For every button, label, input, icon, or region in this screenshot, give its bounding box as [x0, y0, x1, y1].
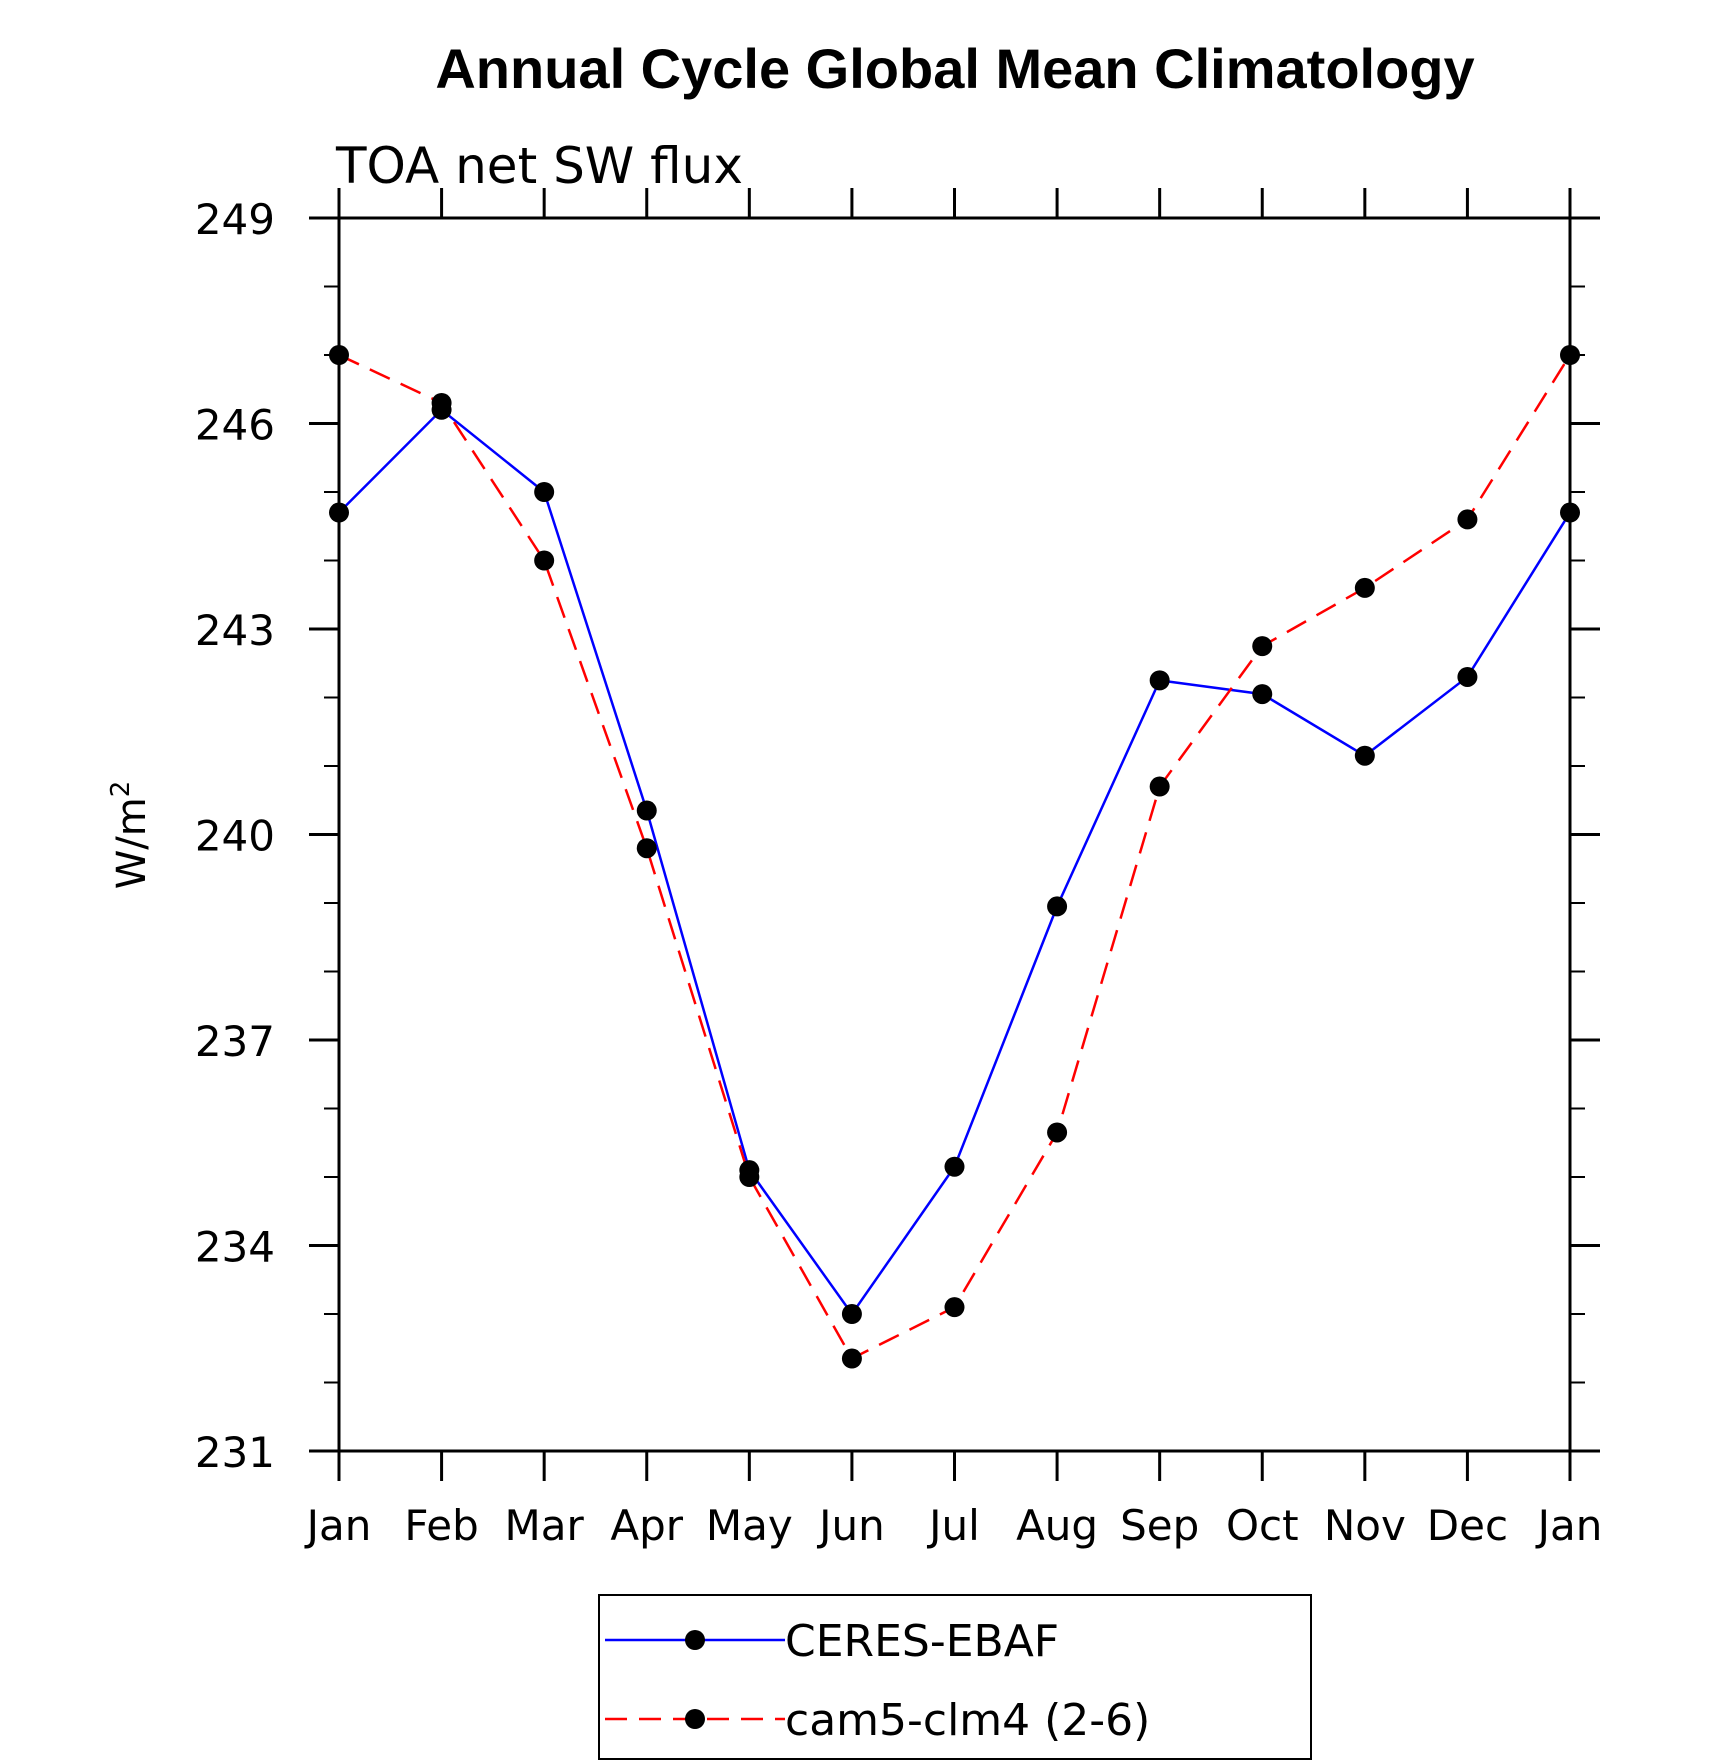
data-point-series-1	[1047, 1122, 1068, 1143]
y-axis-label-sup: 2	[106, 781, 136, 798]
data-point-series-1	[1252, 636, 1273, 657]
data-point-series-1	[431, 392, 452, 413]
y-axis-label-text: W/m	[109, 797, 155, 889]
data-point-series-1	[739, 1167, 760, 1187]
x-tick-label: Nov	[1324, 1501, 1406, 1550]
legend: CERES-EBAF cam5-clm4 (2-6)	[598, 1594, 1312, 1760]
legend-box	[598, 1594, 1312, 1760]
series-layer	[329, 345, 1580, 1369]
x-tick-label: Jan	[304, 1501, 372, 1550]
data-point-series-0	[1560, 502, 1580, 523]
x-tick-label: May	[706, 1501, 793, 1550]
data-point-series-1	[636, 838, 657, 859]
data-point-series-0	[1354, 745, 1375, 766]
y-tick-label: 249	[195, 195, 275, 244]
legend-marker-0	[685, 1630, 705, 1650]
data-point-series-0	[1457, 666, 1478, 687]
data-point-series-1	[534, 550, 555, 571]
x-tick-label: Dec	[1427, 1501, 1508, 1550]
y-tick-label: 240	[195, 812, 275, 861]
data-point-series-1	[1354, 577, 1375, 598]
data-point-series-0	[841, 1304, 862, 1324]
data-point-series-0	[329, 502, 349, 523]
data-point-series-1	[1149, 776, 1170, 797]
data-point-series-0	[944, 1156, 965, 1177]
x-tick-label: Apr	[610, 1501, 683, 1550]
series-line-0	[338, 408, 1572, 1317]
chart-title: Annual Cycle Global Mean Climatology	[435, 37, 1474, 100]
x-tick-label: Jan	[1535, 1501, 1603, 1550]
data-point-series-0	[1047, 896, 1068, 917]
data-point-series-0	[1149, 670, 1170, 691]
data-point-series-1	[329, 345, 349, 365]
data-point-series-0	[1252, 684, 1273, 705]
y-tick-label: 246	[195, 401, 275, 450]
y-axis-label: W/m2	[106, 781, 155, 890]
data-point-series-0	[534, 482, 555, 502]
chart-subtitle: TOA net SW flux	[335, 137, 743, 195]
x-tick-label: Jun	[816, 1501, 885, 1550]
axes: Jan Feb Mar Apr May Jun Jul Aug Sep Oct Nov Dec Jan 2…	[195, 188, 1603, 1550]
y-tick-label: 231	[195, 1428, 275, 1477]
x-tick-label: Mar	[505, 1501, 585, 1550]
plot-frame	[337, 216, 1572, 1453]
y-tick-label: 243	[195, 606, 275, 655]
data-point-series-0	[636, 800, 657, 821]
data-point-series-1	[841, 1348, 862, 1369]
legend-label-1: cam5-clm4 (2-6)	[785, 1695, 1150, 1746]
data-point-series-1	[944, 1297, 965, 1318]
x-tick-label: Aug	[1016, 1501, 1098, 1550]
y-tick-label: 234	[195, 1223, 275, 1272]
series-line-1	[338, 353, 1572, 1361]
legend-marker-1	[685, 1709, 705, 1729]
data-point-series-1	[1560, 345, 1580, 365]
x-tick-label: Sep	[1120, 1501, 1199, 1550]
legend-label-0: CERES-EBAF	[785, 1616, 1059, 1667]
x-tick-label: Feb	[404, 1501, 478, 1550]
y-tick-label: 237	[195, 1017, 275, 1066]
data-point-series-1	[1457, 509, 1478, 530]
x-tick-label: Oct	[1226, 1501, 1299, 1550]
x-tick-label: Jul	[926, 1501, 980, 1550]
